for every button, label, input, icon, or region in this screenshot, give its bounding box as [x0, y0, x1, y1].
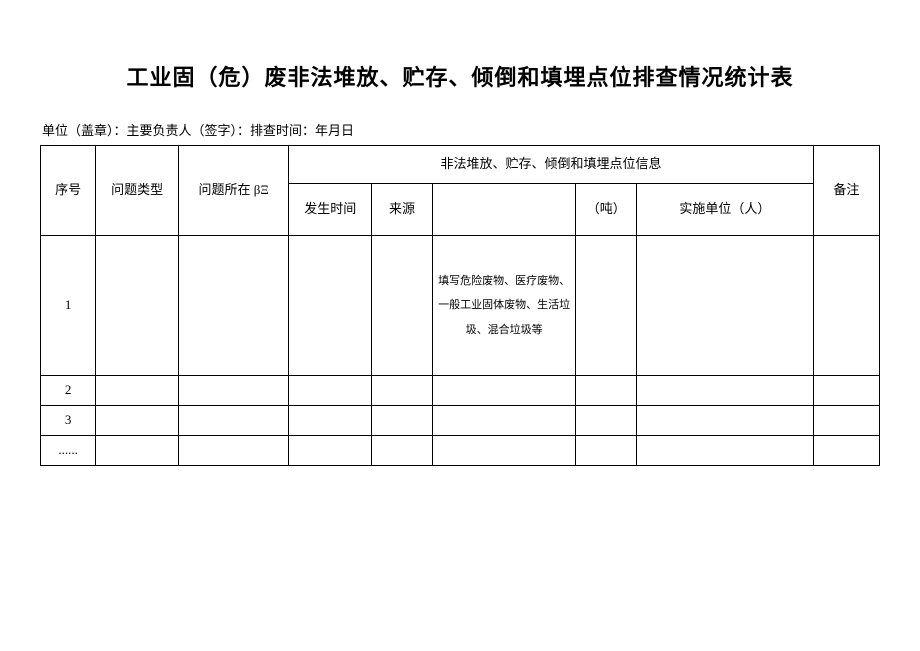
- cell-cat: [432, 376, 576, 406]
- cell-note: [813, 406, 879, 436]
- cell-type: [96, 236, 179, 376]
- th-info-group: 非法堆放、贮存、倾倒和填埋点位信息: [289, 146, 813, 184]
- cell-src: [372, 436, 433, 466]
- cell-loc: [178, 376, 288, 406]
- th-problem-location: 问题所在 βΞ: [178, 146, 288, 236]
- cell-ton: [576, 436, 637, 466]
- document-title: 工业固（危）废非法堆放、贮存、倾倒和填埋点位排查情况统计表: [40, 60, 880, 92]
- inspection-table: 序号 问题类型 问题所在 βΞ 非法堆放、贮存、倾倒和填埋点位信息 备注 发生时…: [40, 145, 880, 466]
- cell-loc: [178, 436, 288, 466]
- table-row: 1 填写危险废物、医疗废物、一般工业固体废物、生活垃圾、混合垃圾等: [41, 236, 880, 376]
- th-source: 来源: [372, 184, 433, 236]
- table-row: 3: [41, 406, 880, 436]
- th-seq: 序号: [41, 146, 96, 236]
- cell-ton: [576, 376, 637, 406]
- cell-src: [372, 376, 433, 406]
- th-ton: （吨）: [576, 184, 637, 236]
- meta-line: 单位（盖章）：主要负责人（签字）：排查时间：年月日: [40, 120, 880, 139]
- cell-loc: [178, 406, 288, 436]
- cell-note: [813, 436, 879, 466]
- table-header-row-1: 序号 问题类型 问题所在 βΞ 非法堆放、贮存、倾倒和填埋点位信息 备注: [41, 146, 880, 184]
- cell-unit: [637, 376, 814, 406]
- cell-time: [289, 436, 372, 466]
- th-remark: 备注: [813, 146, 879, 236]
- cell-time: [289, 406, 372, 436]
- table-row: ......: [41, 436, 880, 466]
- table-row: 2: [41, 376, 880, 406]
- cell-type: [96, 376, 179, 406]
- th-impl-unit: 实施单位（人）: [637, 184, 814, 236]
- cell-seq: 1: [41, 236, 96, 376]
- cell-loc: [178, 236, 288, 376]
- cell-ton: [576, 236, 637, 376]
- cell-time: [289, 376, 372, 406]
- cell-type: [96, 436, 179, 466]
- cell-time: [289, 236, 372, 376]
- cell-cat: [432, 406, 576, 436]
- cell-unit: [637, 236, 814, 376]
- cell-cat: [432, 436, 576, 466]
- cell-seq: 3: [41, 406, 96, 436]
- cell-seq: 2: [41, 376, 96, 406]
- th-problem-type: 问题类型: [96, 146, 179, 236]
- cell-src: [372, 236, 433, 376]
- cell-src: [372, 406, 433, 436]
- cell-unit: [637, 406, 814, 436]
- cell-note: [813, 236, 879, 376]
- cell-unit: [637, 436, 814, 466]
- cell-seq: ......: [41, 436, 96, 466]
- th-category: [432, 184, 576, 236]
- cell-note: [813, 376, 879, 406]
- cell-category-hint: 填写危险废物、医疗废物、一般工业固体废物、生活垃圾、混合垃圾等: [432, 236, 576, 376]
- cell-ton: [576, 406, 637, 436]
- th-occur-time: 发生时间: [289, 184, 372, 236]
- cell-type: [96, 406, 179, 436]
